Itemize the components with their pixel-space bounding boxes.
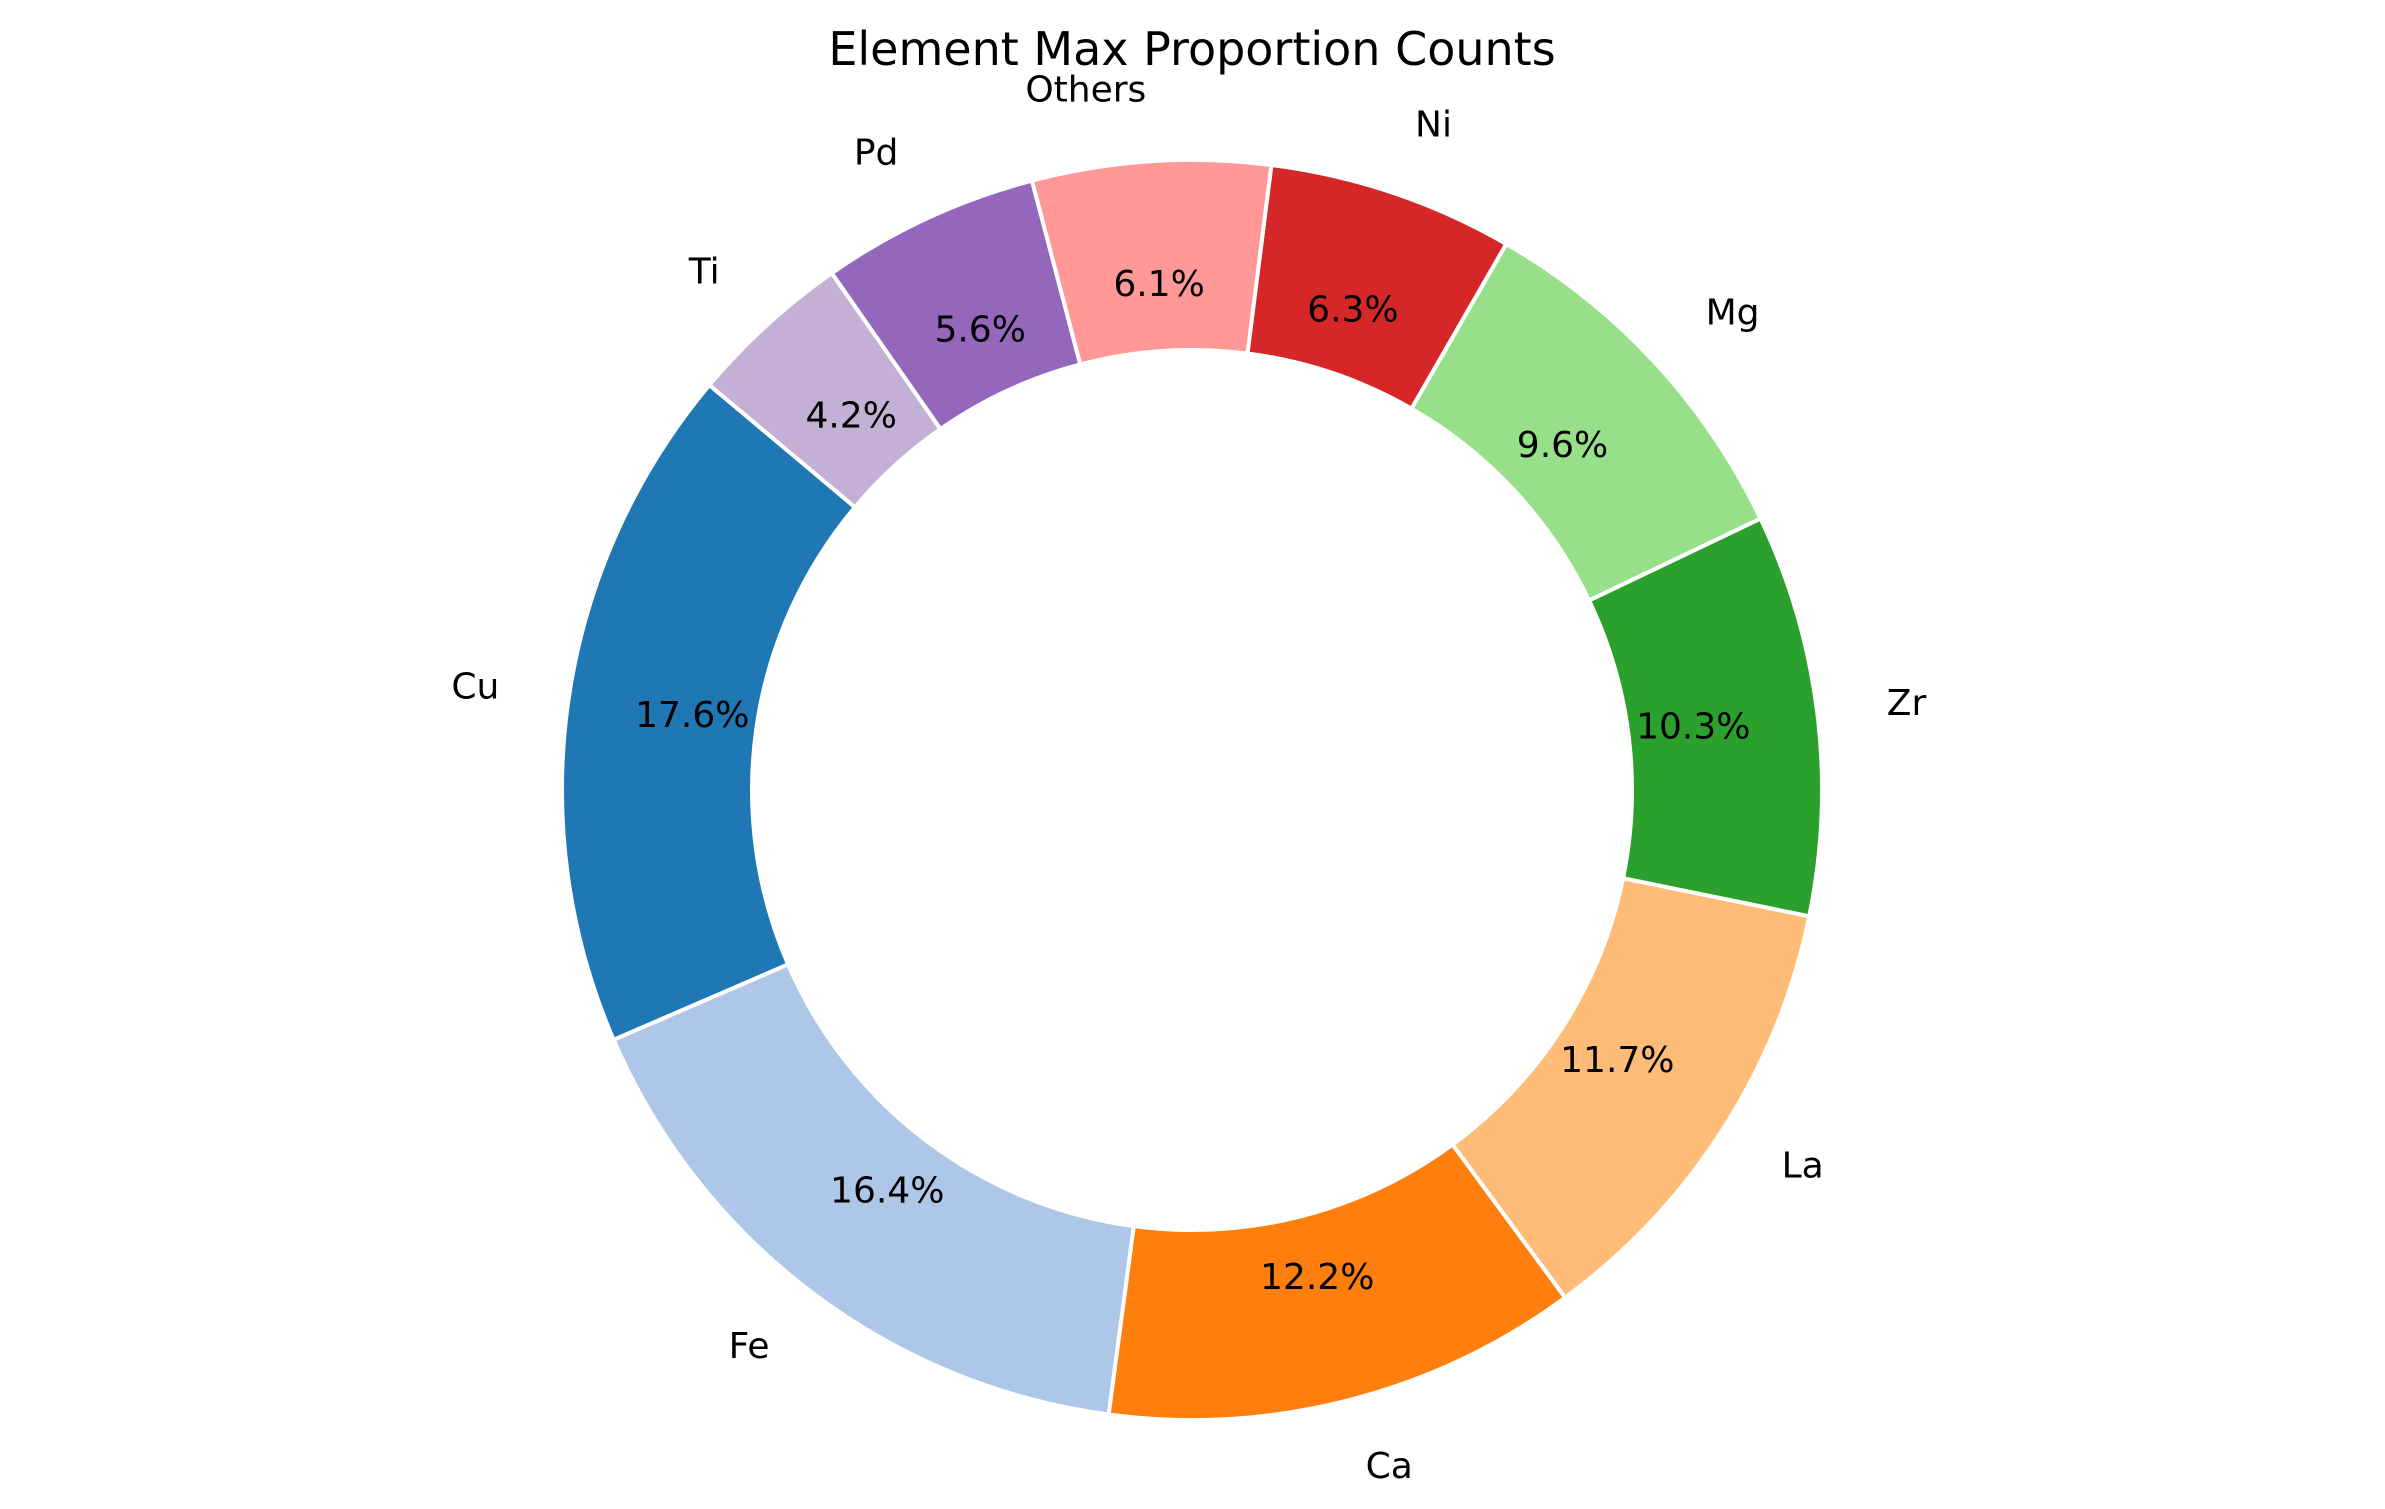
- slice-ti: [707, 271, 943, 510]
- category-label-fe: Fe: [729, 1326, 770, 1367]
- percent-label-pd: 5.6%: [934, 310, 1025, 351]
- percent-label-ca: 12.2%: [1260, 1257, 1374, 1298]
- percent-label-ni: 6.3%: [1307, 289, 1398, 330]
- percent-label-ti: 4.2%: [805, 395, 896, 436]
- category-label-zr: Zr: [1887, 683, 1927, 724]
- percent-labels-group: 17.6% 16.4% 12.2% 11.7% 10.3% 9.6% 6.3% 6.1% 5.6…: [635, 264, 1750, 1298]
- slice-cu: [560, 383, 857, 1042]
- category-labels-group: Cu Fe Ca La Zr Mg Ni Others Pd Ti: [451, 69, 1926, 1487]
- chart-title: Element Max Proportion Counts: [828, 22, 1555, 76]
- slice-fe: [611, 962, 1136, 1417]
- category-label-ni: Ni: [1415, 104, 1452, 145]
- percent-label-zr: 10.3%: [1636, 707, 1750, 748]
- percent-label-la: 11.7%: [1560, 1040, 1674, 1081]
- category-label-mg: Mg: [1706, 292, 1760, 333]
- category-label-others: Others: [1025, 69, 1146, 110]
- category-label-pd: Pd: [854, 133, 899, 174]
- category-label-la: La: [1782, 1145, 1824, 1186]
- slices-group: [560, 158, 1824, 1422]
- percent-label-fe: 16.4%: [830, 1171, 944, 1212]
- percent-label-mg: 9.6%: [1517, 425, 1608, 466]
- category-label-ti: Ti: [688, 251, 720, 292]
- category-label-ca: Ca: [1366, 1446, 1413, 1487]
- percent-label-others: 6.1%: [1113, 264, 1204, 305]
- category-label-cu: Cu: [451, 667, 499, 708]
- percent-label-cu: 17.6%: [635, 695, 749, 736]
